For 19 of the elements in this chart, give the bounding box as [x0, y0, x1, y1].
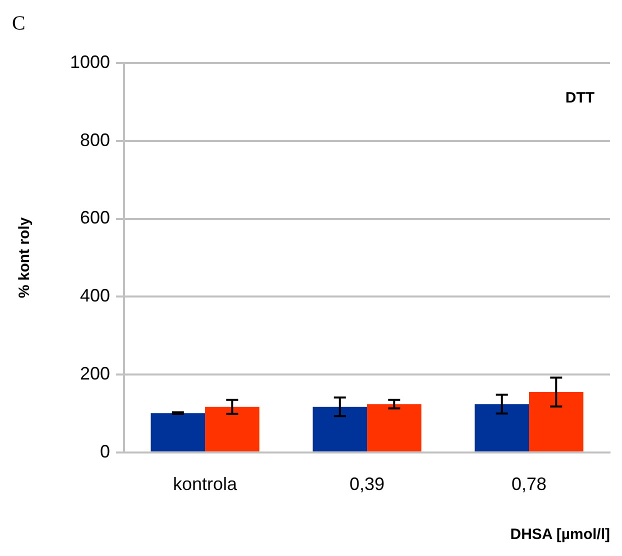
y-tick-label: 200: [80, 363, 110, 384]
y-tick-label: 600: [80, 208, 110, 228]
y-tick-label: 800: [80, 130, 110, 150]
x-axis-title: DHSA [µmol/l]: [510, 526, 610, 544]
y-tick-label: 0: [100, 441, 110, 462]
bar: [312, 406, 368, 452]
x-tick-label: 0,78: [511, 474, 547, 494]
y-tick-label: 400: [80, 286, 110, 306]
annotation: DTT: [565, 90, 595, 107]
y-tick-label: 1000: [70, 52, 110, 72]
bar: [367, 404, 422, 452]
text: C: [12, 12, 26, 34]
bar: [529, 392, 584, 452]
bar: [474, 404, 530, 452]
y-axis-title: % kont roly: [16, 216, 34, 298]
x-tick-label: kontrola: [173, 474, 238, 494]
bar: [205, 406, 260, 452]
bar: [150, 413, 206, 452]
x-tick-label: 0,39: [350, 474, 385, 494]
